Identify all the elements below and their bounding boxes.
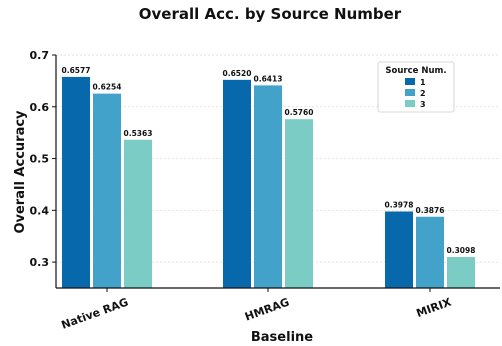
- legend-box: [377, 61, 455, 113]
- bar: [285, 119, 313, 289]
- bar: [62, 76, 90, 288]
- bar: [254, 85, 282, 288]
- y-tick-label: 0.3: [30, 256, 50, 269]
- data-label: 0.3876: [416, 206, 445, 215]
- legend-swatch: [405, 100, 415, 107]
- bar: [416, 216, 444, 288]
- y-tick-label: 0.4: [30, 204, 50, 217]
- data-label: 0.6413: [254, 74, 283, 83]
- x-tick-label: MIRIX: [415, 295, 454, 320]
- data-label: 0.5760: [285, 108, 314, 117]
- x-tick-label: Native RAG: [60, 296, 130, 332]
- data-label: 0.6577: [62, 66, 91, 75]
- y-tick-label: 0.5: [30, 153, 50, 166]
- data-label: 0.5363: [124, 129, 153, 138]
- y-tick-label: 0.7: [30, 49, 50, 62]
- x-axis-label: Baseline: [251, 330, 313, 345]
- legend-entry: 1: [420, 78, 426, 87]
- bar: [223, 79, 251, 288]
- y-axis-ticks: 0.3 0.4 0.5 0.6 0.7: [30, 49, 56, 269]
- axes: [55, 55, 500, 289]
- bar: [124, 139, 152, 288]
- legend-swatch: [405, 89, 415, 96]
- y-axis-label: Overall Accuracy: [13, 110, 28, 234]
- bar: [447, 257, 475, 288]
- x-axis-ticks: Native RAG HMRAG MIRIX: [60, 288, 454, 332]
- data-label: 0.6254: [93, 83, 122, 92]
- data-label: 0.3098: [447, 246, 476, 255]
- x-tick-label: HMRAG: [243, 296, 291, 324]
- legend-swatch: [405, 78, 415, 85]
- y-tick-label: 0.6: [30, 101, 50, 114]
- bars: [62, 76, 475, 289]
- bar: [93, 93, 121, 288]
- legend-title: Source Num.: [385, 66, 446, 76]
- chart-title: Overall Acc. by Source Number: [139, 5, 402, 23]
- data-label: 0.6520: [223, 69, 252, 78]
- bar: [385, 211, 413, 288]
- legend-entry: 2: [420, 89, 426, 98]
- legend: Source Num. 1 2 3: [377, 61, 455, 113]
- data-label: 0.3978: [385, 200, 414, 209]
- legend-entry: 3: [420, 100, 426, 109]
